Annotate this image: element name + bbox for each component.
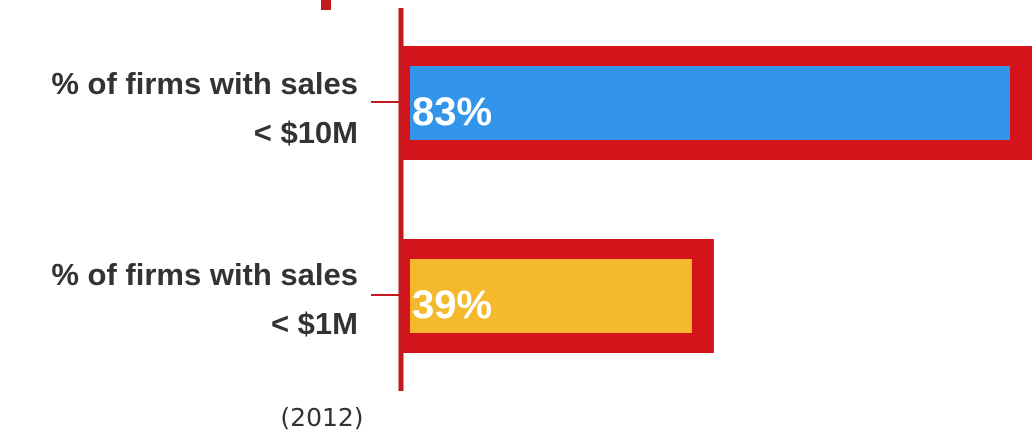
header-accent-mark (321, 0, 331, 10)
chart-marks: 83% % of firms with sales < $10M 39% % of fi… (51, 0, 1032, 391)
category-label-2-line1: % of firms with sales (51, 257, 358, 292)
bar-1 (410, 66, 1010, 140)
bar-2 (410, 259, 692, 333)
year-note: (2012) (280, 403, 363, 432)
bar-value-label-1: 83% (412, 90, 492, 134)
category-label-1-line2: < $10M (254, 115, 358, 150)
bar-value-label-2: 39% (412, 283, 492, 327)
category-label-2-line2: < $1M (271, 306, 358, 341)
category-label-1-line1: % of firms with sales (51, 66, 358, 101)
